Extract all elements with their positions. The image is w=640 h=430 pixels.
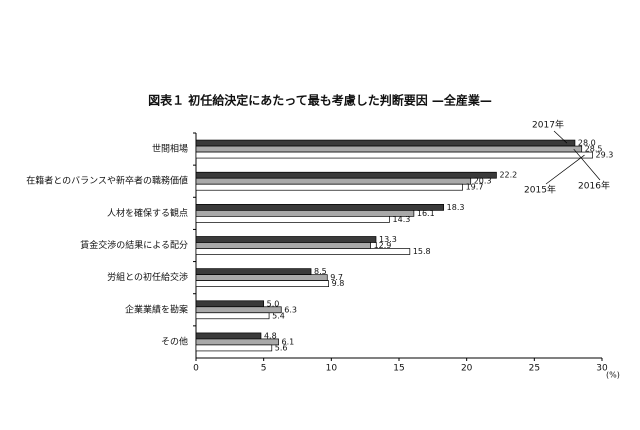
value-label: 12.9 bbox=[374, 241, 392, 250]
x-axis-label: (%) bbox=[606, 371, 620, 380]
category-label: 企業業績を勘案 bbox=[125, 303, 188, 315]
bar bbox=[195, 216, 390, 223]
value-label: 29.3 bbox=[596, 151, 614, 160]
value-label: 20.3 bbox=[474, 177, 492, 186]
bar bbox=[195, 274, 328, 281]
bar bbox=[195, 183, 463, 191]
legend-label: 2017年 bbox=[532, 119, 564, 131]
bar bbox=[195, 312, 270, 320]
value-label: 28.0 bbox=[578, 139, 596, 148]
value-label: 5.6 bbox=[275, 343, 288, 352]
bar bbox=[195, 332, 262, 340]
value-label: 18.3 bbox=[447, 203, 465, 212]
bar bbox=[195, 204, 445, 211]
value-label: 6.3 bbox=[284, 305, 297, 314]
value-label: 8.5 bbox=[314, 267, 327, 276]
bar bbox=[195, 236, 377, 243]
value-label: 5.4 bbox=[272, 311, 285, 320]
category-label: その他 bbox=[161, 335, 188, 347]
legend-leader bbox=[553, 130, 568, 144]
category-label: 人材を確保する観点 bbox=[107, 207, 188, 219]
value-label: 13.3 bbox=[379, 235, 397, 244]
x-tick-label: 15 bbox=[393, 364, 404, 374]
bar bbox=[195, 280, 329, 287]
value-label: 6.1 bbox=[282, 337, 295, 346]
category-label: 労組との初任給交渉 bbox=[107, 271, 188, 283]
bar bbox=[195, 268, 312, 275]
bar bbox=[195, 306, 282, 314]
x-tick-label: 30 bbox=[596, 364, 608, 374]
category-label: 賃金交渉の結果による配分 bbox=[80, 239, 188, 251]
x-tick-label: 10 bbox=[326, 364, 338, 374]
bar bbox=[195, 210, 415, 217]
legend-leader bbox=[545, 154, 585, 185]
bar bbox=[195, 139, 576, 147]
x-tick-label: 0 bbox=[193, 364, 199, 374]
bar bbox=[195, 338, 279, 346]
bar bbox=[195, 242, 371, 249]
bar bbox=[195, 344, 273, 352]
value-label: 16.1 bbox=[417, 209, 435, 218]
value-label: 22.2 bbox=[499, 171, 517, 180]
legend-label: 2016年 bbox=[578, 180, 610, 192]
bar bbox=[195, 177, 472, 185]
legend-leader bbox=[573, 148, 601, 181]
legend-label: 2015年 bbox=[524, 184, 556, 196]
bar bbox=[195, 145, 583, 153]
value-label: 15.8 bbox=[413, 247, 431, 256]
value-label: 14.3 bbox=[393, 215, 411, 224]
value-label: 9.7 bbox=[330, 273, 343, 282]
bar bbox=[195, 248, 411, 255]
x-tick-label: 5 bbox=[261, 364, 267, 374]
value-label: 28.5 bbox=[585, 145, 603, 154]
value-label: 9.8 bbox=[332, 279, 345, 288]
chart-title: 図表１ 初任給決定にあたって最も考慮した判断要因 —全産業— bbox=[148, 93, 492, 108]
value-label: 4.8 bbox=[264, 331, 277, 340]
value-label: 5.0 bbox=[267, 299, 280, 308]
bar bbox=[195, 151, 593, 159]
bar bbox=[195, 300, 265, 308]
value-label: 19.7 bbox=[466, 183, 484, 192]
x-tick-label: 25 bbox=[529, 364, 540, 374]
x-tick-label: 20 bbox=[461, 364, 473, 374]
category-label: 世間相場 bbox=[152, 143, 188, 155]
category-label: 在籍者とのバランスや新卒者の職務価値 bbox=[26, 175, 188, 187]
bar bbox=[195, 171, 497, 179]
